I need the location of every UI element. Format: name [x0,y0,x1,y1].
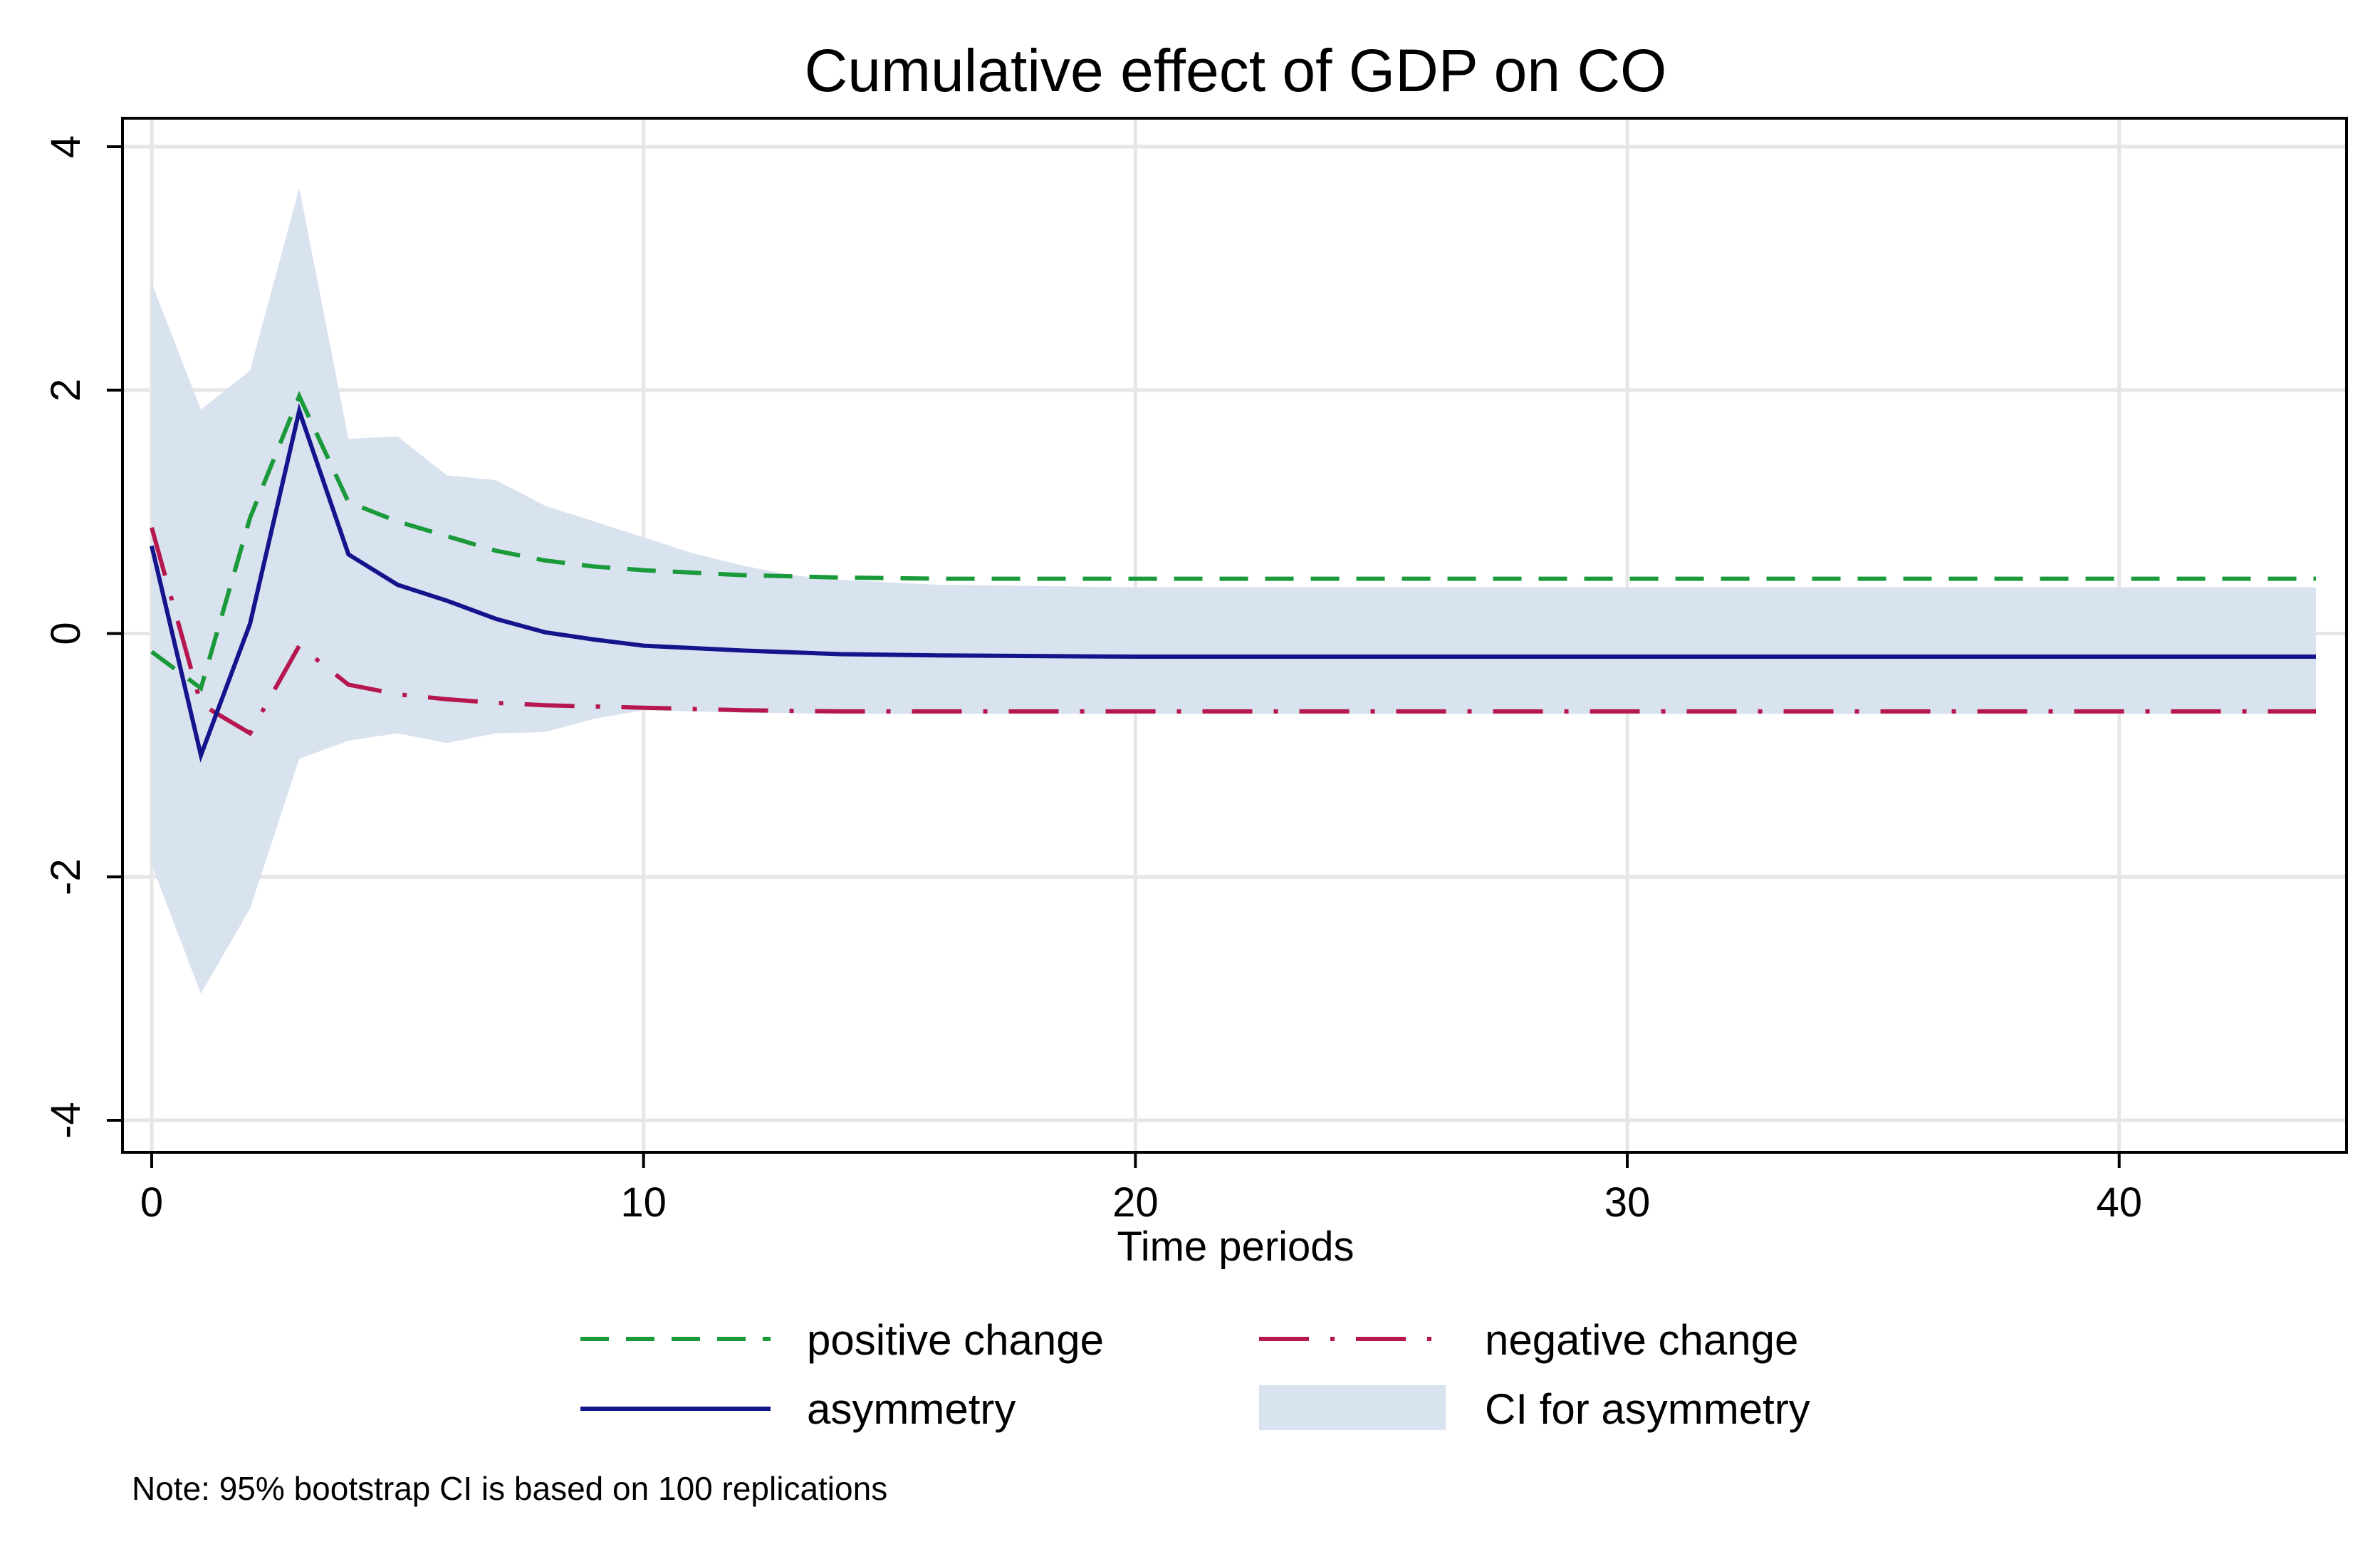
y-tick-label: 2 [43,379,89,402]
asymmetry-line [150,402,2316,763]
legend-label-asymmetry: asymmetry [807,1385,1016,1433]
plot-frame [121,117,2348,1154]
axes: 0 10 20 30 40 -4 -2 0 2 4 [43,117,2348,1226]
plot-area [122,118,2347,1152]
x-tick-label: 0 [140,1179,163,1226]
y-tick-label: 4 [43,135,89,158]
legend-key-ci [1259,1385,1446,1430]
x-tick-label: 40 [2096,1179,2142,1226]
x-axis-label: Time periods [1117,1224,1354,1270]
y-tick-label: 0 [43,622,89,645]
chart-note: Note: 95% bootstrap CI is based on 100 r… [132,1470,887,1507]
x-tick-label: 20 [1112,1179,1159,1226]
legend: positive change asymmetry negative change C… [580,1316,1810,1433]
legend-label-negative-change: negative change [1485,1316,1798,1364]
chart-title: Cumulative effect of GDP on CO [805,37,1667,104]
ci-band [152,188,2316,994]
x-tick-label: 30 [1604,1179,1651,1226]
y-tick-label: -4 [43,1102,89,1139]
y-tick-label: -2 [43,859,89,896]
x-tick-label: 10 [620,1179,667,1226]
legend-label-ci: CI for asymmetry [1485,1385,1810,1433]
legend-label-positive-change: positive change [807,1316,1104,1364]
